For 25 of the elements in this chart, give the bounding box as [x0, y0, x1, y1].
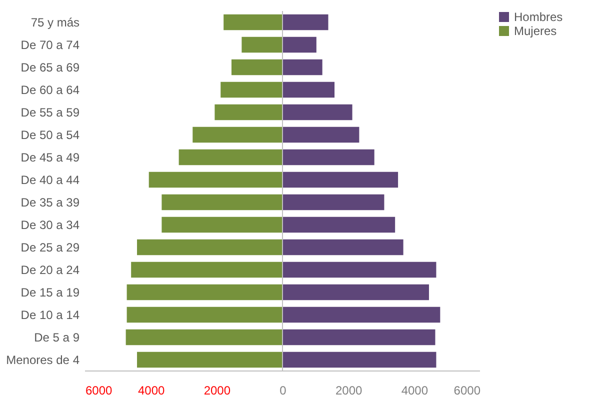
legend-label: Hombres	[514, 10, 563, 24]
y-tick-label: De 50 a 54	[20, 128, 80, 142]
y-tick-label: Menores de 4	[6, 352, 80, 367]
y-tick-label: De 60 a 64	[20, 82, 80, 97]
y-tick-label: De 5 a 9	[34, 330, 80, 344]
y-tick-label: De 70 a 74	[20, 38, 80, 52]
x-tick-label: 2000	[204, 384, 231, 398]
y-tick-label: De 35 a 39	[20, 195, 80, 210]
y-tick-label: De 45 a 49	[20, 150, 80, 164]
x-tick-label: 6000	[86, 384, 113, 398]
y-tick-label: De 30 a 34	[20, 218, 80, 232]
legend-label: Mujeres	[514, 24, 557, 38]
x-tick-label: 2000	[335, 384, 363, 398]
y-tick-label: De 40 a 44	[20, 172, 80, 187]
x-tick-label: 4000	[401, 384, 428, 398]
x-tick-label: 0	[280, 384, 287, 398]
y-tick-label: 75 y más	[30, 15, 80, 30]
y-tick-label: De 10 a 14	[20, 308, 80, 322]
y-tick-label: De 15 a 19	[20, 285, 80, 300]
x-tick-label: 4000	[138, 384, 166, 398]
x-tick-label: 6000	[454, 384, 481, 398]
y-tick-label: De 20 a 24	[20, 262, 80, 277]
y-tick-label: De 65 a 69	[20, 60, 80, 74]
y-tick-label: De 25 a 29	[20, 240, 80, 254]
y-tick-label: De 55 a 59	[20, 105, 80, 120]
